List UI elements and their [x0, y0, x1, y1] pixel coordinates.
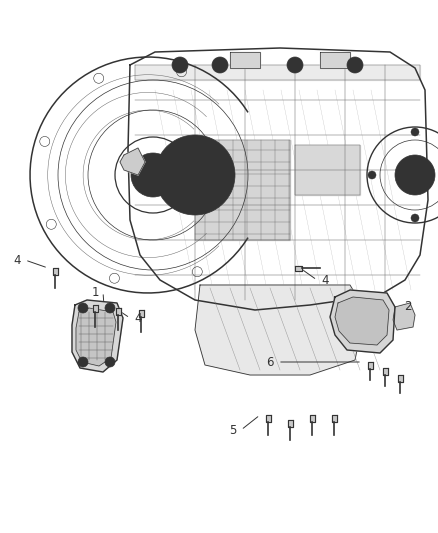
- Polygon shape: [295, 265, 302, 271]
- Polygon shape: [330, 290, 395, 353]
- Circle shape: [287, 57, 303, 73]
- Polygon shape: [382, 368, 388, 375]
- Circle shape: [78, 357, 88, 367]
- Circle shape: [212, 57, 228, 73]
- Circle shape: [411, 128, 419, 136]
- Polygon shape: [195, 140, 290, 240]
- Polygon shape: [393, 303, 415, 330]
- Polygon shape: [332, 415, 336, 422]
- Polygon shape: [310, 415, 314, 422]
- Polygon shape: [72, 300, 123, 372]
- Polygon shape: [230, 52, 260, 68]
- Polygon shape: [320, 52, 350, 68]
- Circle shape: [183, 163, 207, 187]
- Polygon shape: [92, 305, 98, 312]
- Circle shape: [105, 357, 115, 367]
- Polygon shape: [398, 375, 403, 382]
- Polygon shape: [120, 148, 145, 175]
- Polygon shape: [138, 310, 144, 317]
- Circle shape: [395, 155, 435, 195]
- Text: 4: 4: [13, 254, 21, 266]
- Polygon shape: [287, 420, 293, 427]
- Text: 2: 2: [404, 301, 412, 313]
- Polygon shape: [295, 145, 360, 195]
- Circle shape: [411, 214, 419, 222]
- Circle shape: [105, 303, 115, 313]
- Polygon shape: [367, 362, 372, 369]
- Circle shape: [131, 153, 175, 197]
- Polygon shape: [195, 285, 365, 375]
- Text: 4: 4: [134, 311, 142, 325]
- Text: 5: 5: [230, 424, 237, 437]
- Circle shape: [347, 57, 363, 73]
- Polygon shape: [335, 297, 389, 345]
- Circle shape: [170, 150, 220, 200]
- Text: 1: 1: [91, 286, 99, 298]
- Text: 6: 6: [266, 356, 274, 368]
- Polygon shape: [116, 308, 120, 315]
- Circle shape: [155, 135, 235, 215]
- Text: 4: 4: [321, 273, 329, 287]
- Circle shape: [368, 171, 376, 179]
- Polygon shape: [76, 308, 116, 366]
- Circle shape: [78, 303, 88, 313]
- Polygon shape: [265, 415, 271, 422]
- Polygon shape: [135, 65, 420, 80]
- Circle shape: [172, 57, 188, 73]
- Polygon shape: [53, 268, 57, 275]
